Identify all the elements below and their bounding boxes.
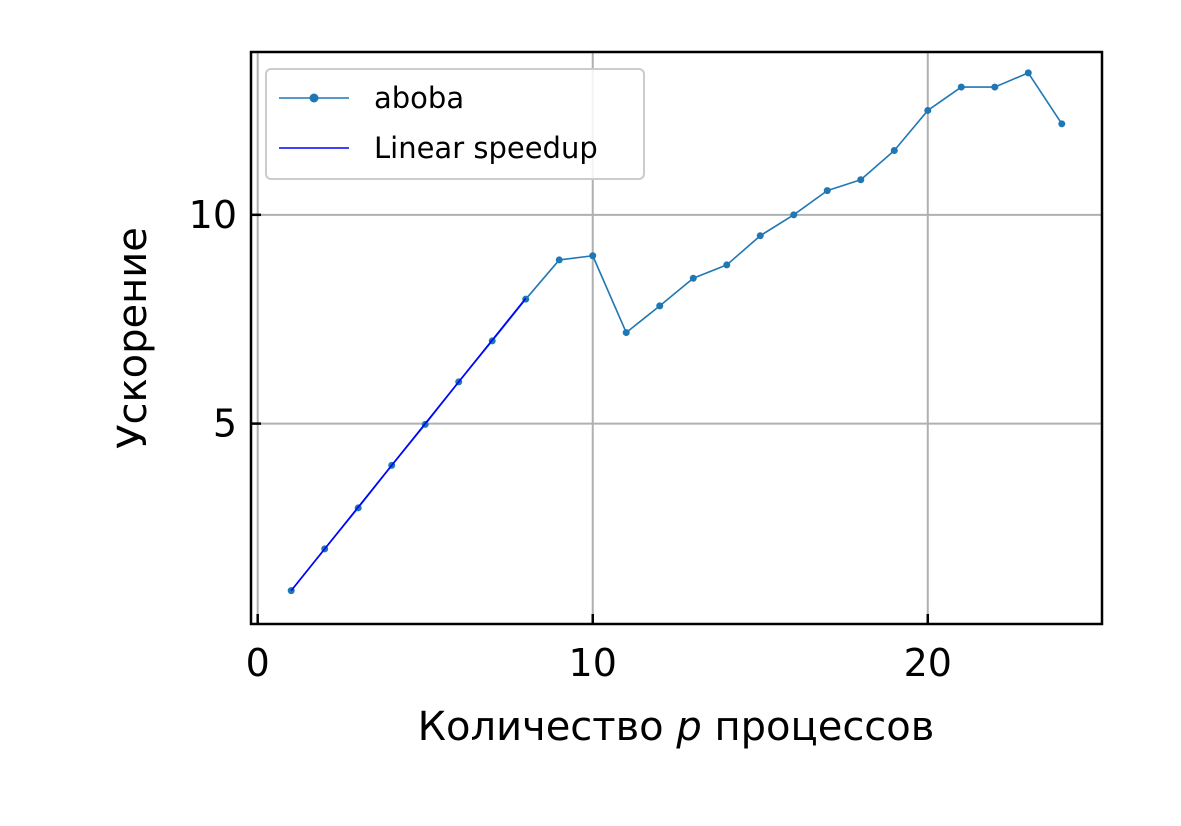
legend: aboba Linear speedup xyxy=(265,68,645,180)
x-tick-label: 10 xyxy=(569,641,617,685)
data-point-aboba xyxy=(1024,69,1032,77)
series-line-linear-speedup xyxy=(290,297,527,592)
data-point-aboba xyxy=(924,106,932,114)
data-point-aboba xyxy=(589,252,597,260)
x-tick-label: 20 xyxy=(904,641,952,685)
data-point-aboba xyxy=(656,302,664,310)
data-point-aboba xyxy=(756,232,764,240)
legend-label-linear-speedup: Linear speedup xyxy=(374,131,598,165)
series-layer xyxy=(287,69,1066,595)
legend-marker-aboba xyxy=(309,93,319,103)
axes-frame xyxy=(249,50,1104,626)
data-point-aboba xyxy=(790,211,798,219)
x-axis-label-end: процессов xyxy=(702,704,935,750)
data-point-aboba xyxy=(1058,120,1066,128)
x-axis-label-start: Количество xyxy=(418,704,677,750)
data-point-aboba xyxy=(689,274,697,282)
data-point-aboba xyxy=(890,147,898,155)
legend-box xyxy=(265,68,645,180)
x-axis-label: Количество p процессов xyxy=(418,704,935,750)
legend-label-aboba: aboba xyxy=(374,81,464,115)
data-point-aboba xyxy=(555,256,563,264)
data-point-aboba xyxy=(857,176,865,184)
y-axis-label: Ускорение xyxy=(110,227,156,449)
data-point-aboba xyxy=(823,187,831,195)
data-point-aboba xyxy=(622,329,630,337)
y-tick-label: 10 xyxy=(189,193,237,237)
data-point-aboba xyxy=(957,83,965,91)
data-point-aboba xyxy=(723,261,731,269)
x-tick-label: 0 xyxy=(246,641,270,685)
y-tick-label: 5 xyxy=(213,402,237,446)
ticks: 0 10 20 5 10 xyxy=(189,193,952,685)
data-point-aboba xyxy=(991,83,999,91)
x-axis-label-variable: p xyxy=(675,704,701,750)
